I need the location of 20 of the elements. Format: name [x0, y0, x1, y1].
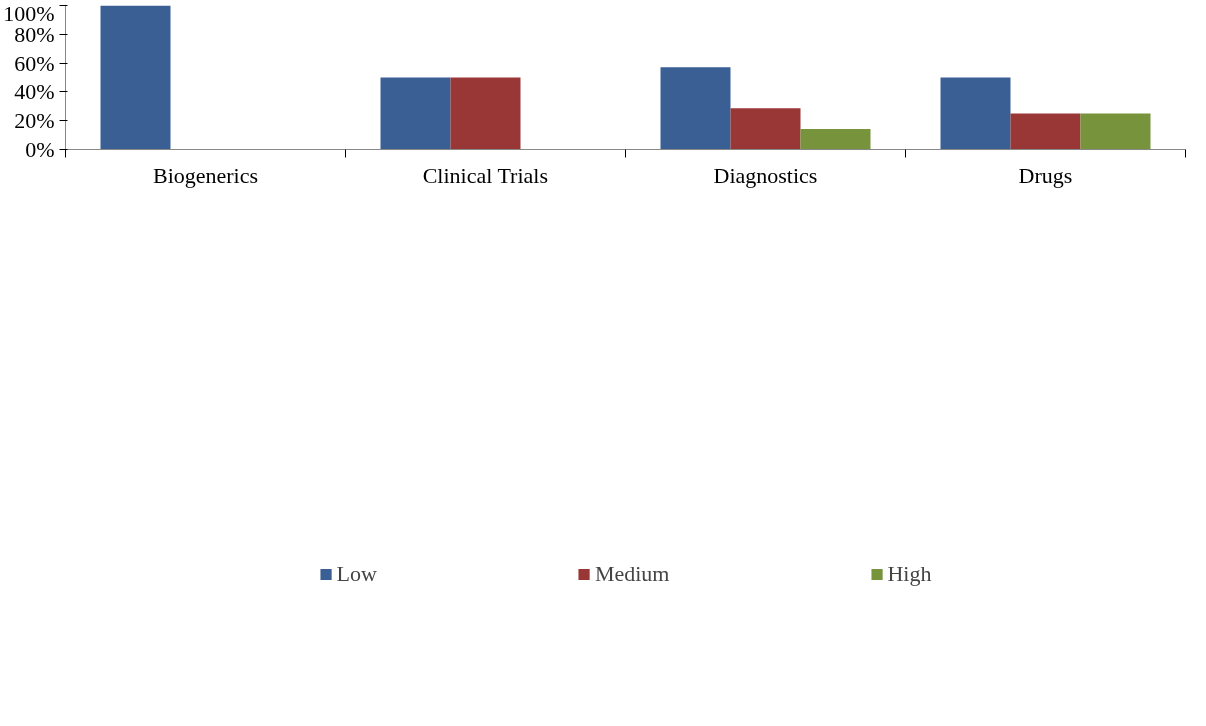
bar	[380, 77, 451, 150]
x-tick-label: Diagnostics	[713, 162, 818, 188]
y-tick-label: 60%	[14, 50, 55, 76]
y-tick-label: 0%	[25, 137, 55, 162]
x-tick-label: Drugs	[1018, 162, 1073, 188]
y-tick-label: 20%	[14, 108, 55, 134]
bar	[730, 108, 801, 150]
bar	[100, 5, 171, 150]
x-tick-label: Biogenerics	[152, 162, 259, 188]
y-tick-label: 40%	[14, 79, 55, 105]
legend-label: Low	[336, 560, 377, 587]
bar	[1010, 113, 1081, 150]
bar	[940, 77, 1011, 150]
bar	[660, 67, 731, 150]
bar	[800, 128, 871, 150]
x-tick-label: Clinical Trials	[422, 162, 548, 188]
legend-label: High	[887, 560, 932, 587]
legend-label: Medium	[594, 560, 670, 587]
bar	[450, 77, 521, 150]
bar	[1080, 113, 1151, 150]
